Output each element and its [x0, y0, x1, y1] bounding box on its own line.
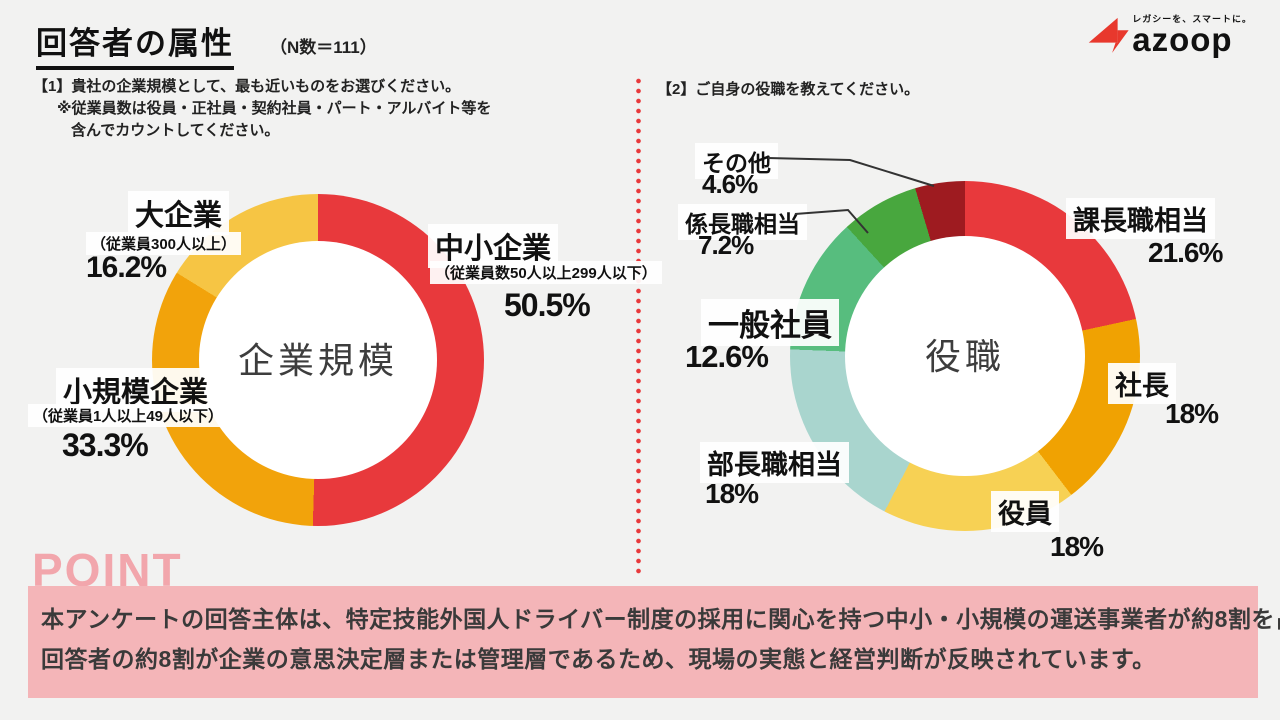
segment-label-daikigyo: 大企業	[128, 191, 230, 235]
segment-value-sonota: 4.6%	[702, 169, 758, 199]
segment-value-yakuin: 18%	[1050, 531, 1104, 562]
question-1: 【1】貴社の企業規模として、最も近いものをお選びください。 ※従業員数は役員・正…	[33, 76, 491, 142]
segment-label-chusho: 中小企業	[428, 224, 559, 268]
job-title-center-label: 役職	[924, 335, 1005, 377]
job-title-donut-chart: 役職	[790, 181, 1140, 531]
point-callout-box: 本アンケートの回答主体は、特定技能外国人ドライバー制度の採用に関心を持つ中小・小…	[28, 586, 1280, 698]
sample-size-label: （N数＝111）	[270, 38, 377, 57]
question-1-line1: 【1】貴社の企業規模として、最も近いものをお選びください。	[33, 78, 461, 95]
azoop-logo: レガシーを、スマートに。 azoop	[1086, 12, 1252, 58]
logo-wordmark: azoop	[1132, 21, 1233, 58]
segment-label-yakuin: 役員	[991, 491, 1059, 532]
question-1-line2: ※従業員数は役員・正社員・契約社員・パート・アルバイト等を	[57, 100, 492, 117]
segment-label-shacho: 社長	[1108, 363, 1176, 404]
segment-value-daikigyo: 16.2%	[86, 251, 167, 284]
segment-label-ippan: 一般社員	[701, 299, 839, 346]
company-size-donut-hole: 企業規模	[199, 241, 437, 479]
page-title: 回答者の属性	[36, 18, 234, 70]
question-1-line3: 含んでカウントしてください。	[71, 122, 280, 139]
point-text-line2: 回答者の約8割が企業の意思決定層または管理層であるため、現場の実態と経営判断が反…	[41, 646, 1156, 672]
segment-value-bucho: 18%	[705, 478, 759, 509]
logo-tagline: レガシーを、スマートに。	[1132, 14, 1252, 24]
segment-sublabel-chusho: （従業員数50人以上299人以下）	[430, 261, 662, 284]
segment-value-kacho: 21.6%	[1148, 237, 1223, 268]
question-2: 【2】ご自身の役職を教えてください。	[657, 81, 920, 98]
job-title-donut-hole: 役職	[845, 236, 1085, 476]
segment-sublabel-daikigyo: （従業員300人以上）	[86, 232, 242, 255]
segment-label-kacho: 課長職相当	[1066, 198, 1215, 239]
point-text-line1: 本アンケートの回答主体は、特定技能外国人ドライバー制度の採用に関心を持つ中小・小…	[41, 606, 1280, 632]
segment-value-chusho: 50.5%	[504, 287, 591, 323]
segment-label-kakaricho: 係長職相当	[678, 204, 807, 240]
segment-value-shacho: 18%	[1165, 398, 1219, 429]
dotted-divider	[636, 76, 641, 576]
segment-value-ippan: 12.6%	[685, 339, 769, 374]
segment-sublabel-shokibo: （従業員1人以上49人以下）	[28, 404, 229, 427]
segment-value-kakaricho: 7.2%	[698, 230, 754, 260]
company-size-center-label: 企業規模	[237, 339, 398, 381]
segment-label-sonota: その他	[695, 143, 778, 179]
segment-value-shokibo: 33.3%	[62, 427, 149, 463]
azoop-arrow-icon	[1089, 17, 1129, 53]
segment-label-bucho: 部長職相当	[700, 442, 849, 483]
